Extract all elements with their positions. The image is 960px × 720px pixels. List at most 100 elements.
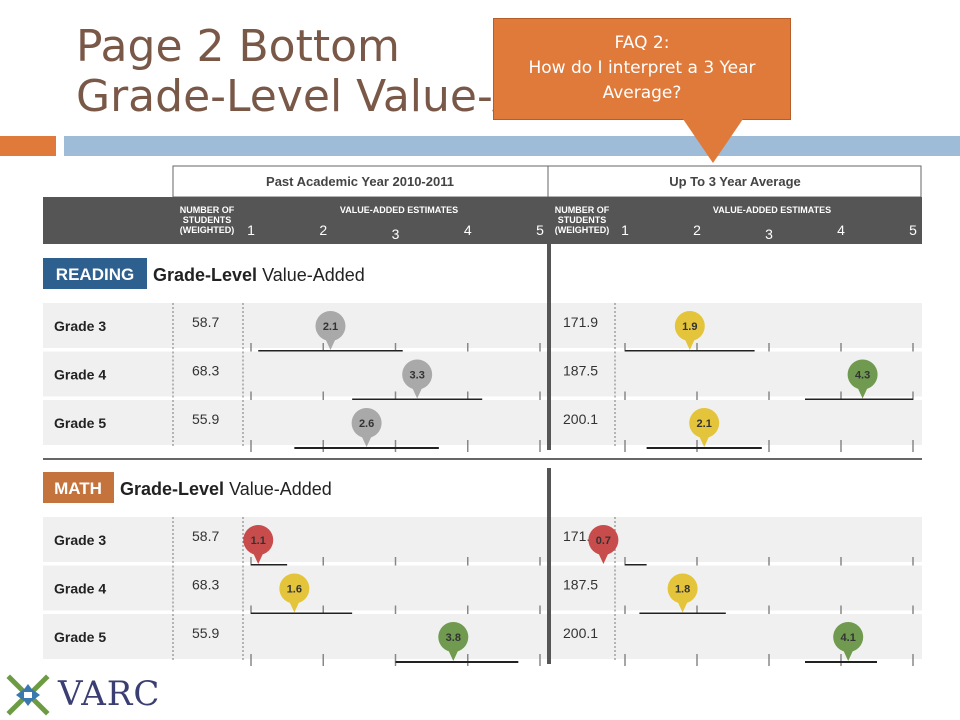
estimate-label: 1.8 [675, 584, 690, 596]
math-badge [43, 472, 114, 503]
row-background [43, 303, 922, 348]
average-students-count: 200.1 [563, 411, 598, 427]
estimate-label: 0.7 [596, 535, 611, 547]
scale-tick-label: 1 [247, 222, 255, 238]
title-rule-orange [0, 136, 56, 156]
varc-logo: VARC [4, 672, 164, 718]
row-background [43, 565, 922, 611]
heading-bold-part: Grade-Level [153, 265, 257, 285]
past-students-count: 68.3 [192, 363, 219, 379]
grade-label: Grade 4 [54, 367, 106, 383]
heading-normal-part: Value-Added [262, 265, 365, 285]
heading-bold-part: Grade-Level [120, 479, 224, 499]
math-badge-label: MATH [54, 479, 102, 498]
students-header-line-2: STUDENTS [558, 215, 607, 225]
estimate-marker: 1.9 [674, 311, 705, 350]
faq-callout: FAQ 2: How do I interpret a 3 Year Avera… [493, 18, 791, 120]
students-header-line-1: NUMBER OF [555, 205, 610, 215]
estimate-marker: 2.6 [351, 408, 382, 447]
estimate-marker: 1.6 [279, 573, 310, 613]
estimate-marker: 4.3 [847, 359, 878, 399]
estimate-marker: 3.3 [402, 359, 433, 399]
heading-normal-part: Value-Added [229, 479, 332, 499]
grade-label: Grade 5 [54, 415, 106, 431]
scale-tick-label: 2 [693, 222, 701, 238]
reading-badge-label: READING [56, 265, 134, 284]
grade-label: Grade 3 [54, 318, 106, 334]
table-row: Grade 5 55.9 200.1 2.6 2.1 [43, 400, 922, 452]
scale-tick-label: 5 [536, 222, 544, 238]
estimate-marker: 0.7 [588, 525, 619, 564]
callout-pointer [683, 119, 743, 163]
scale-tick-label: 4 [464, 222, 472, 238]
estimate-label: 4.3 [855, 370, 870, 382]
logo-text: VARC [58, 674, 161, 714]
past-students-count: 68.3 [192, 577, 219, 593]
students-header-line-3: (WEIGHTED) [555, 225, 610, 235]
right-period-header-box [547, 165, 922, 198]
right-students-column-header: NUMBER OF STUDENTS (WEIGHTED) [555, 205, 610, 235]
report-rows: Grade 3 58.7 171.9 2.1 1.9 Grade 4 68.3 187.5 3.… [43, 303, 922, 666]
left-period-header: Past Academic Year 2010-2011 [266, 174, 454, 189]
estimate-label: 1.6 [287, 584, 302, 596]
callout-line-1: FAQ 2: [614, 33, 670, 53]
row-background [43, 351, 922, 397]
past-students-count: 58.7 [192, 314, 219, 330]
scale-tick-labels: 1 1 2 2 3 3 4 4 5 5 [247, 222, 917, 242]
estimate-label: 3.8 [446, 632, 461, 644]
scale-tick-label: 1 [621, 222, 629, 238]
callout-line-2: How do I interpret a 3 Year [528, 58, 756, 78]
period-divider-math [547, 468, 551, 664]
grade-label: Grade 4 [54, 581, 106, 597]
column-header-band [43, 197, 922, 244]
estimate-label: 3.3 [410, 370, 425, 382]
past-students-count: 55.9 [192, 625, 219, 641]
estimate-marker: 2.1 [315, 311, 346, 350]
estimate-marker: 4.1 [833, 622, 864, 661]
past-students-count: 55.9 [192, 411, 219, 427]
average-students-count: 187.5 [563, 363, 598, 379]
right-estimates-column-header: VALUE-ADDED ESTIMATES [713, 205, 831, 215]
table-row: Grade 3 58.7 171.91.1 0.7 [43, 517, 922, 569]
grade-label: Grade 3 [54, 532, 106, 548]
grade-label: Grade 5 [54, 629, 106, 645]
students-header-line-1: NUMBER OF [180, 205, 235, 215]
left-estimates-column-header: VALUE-ADDED ESTIMATES [340, 205, 458, 215]
period-divider-reading [547, 244, 551, 450]
average-students-count: 187.5 [563, 577, 598, 593]
scale-tick-label: 5 [909, 222, 917, 238]
average-students-count: 171.9 [563, 314, 598, 330]
reading-section-heading: Grade-Level Value-Added [153, 265, 365, 285]
table-row: Grade 5 55.9 200.1 3.8 4.1 [43, 614, 922, 666]
row-background [43, 517, 922, 562]
left-students-column-header: NUMBER OF STUDENTS (WEIGHTED) [180, 205, 235, 235]
reading-badge [43, 258, 147, 289]
students-header-line-3: (WEIGHTED) [180, 225, 235, 235]
row-background [43, 400, 922, 445]
title-line-1: Page 2 Bottom [76, 21, 400, 72]
estimate-label: 2.6 [359, 418, 374, 430]
table-row: Grade 3 58.7 171.9 2.1 1.9 [43, 303, 922, 355]
table-row: Grade 4 68.3 187.5 3.3 4.3 [43, 351, 922, 404]
row-background [43, 614, 922, 659]
scale-tick-label: 3 [765, 226, 773, 242]
scale-tick-label: 2 [319, 222, 327, 238]
estimate-label: 1.1 [251, 535, 266, 547]
estimate-label: 2.1 [323, 321, 338, 333]
math-section-heading: Grade-Level Value-Added [120, 479, 332, 499]
table-row: Grade 4 68.3 187.5 1.6 1.8 [43, 565, 922, 618]
scale-tick-label: 3 [392, 226, 400, 242]
students-header-line-2: STUDENTS [183, 215, 232, 225]
estimate-marker: 1.1 [243, 525, 274, 564]
scale-tick-label: 4 [837, 222, 845, 238]
estimate-label: 1.9 [682, 321, 697, 333]
right-period-header: Up To 3 Year Average [669, 174, 801, 189]
varc-arrows-icon [6, 674, 50, 716]
estimate-label: 4.1 [841, 632, 856, 644]
callout-line-3: Average? [602, 83, 682, 103]
estimate-marker: 1.8 [667, 573, 698, 613]
average-students-count: 200.1 [563, 625, 598, 641]
estimate-label: 2.1 [697, 418, 712, 430]
estimate-marker: 2.1 [689, 408, 720, 447]
